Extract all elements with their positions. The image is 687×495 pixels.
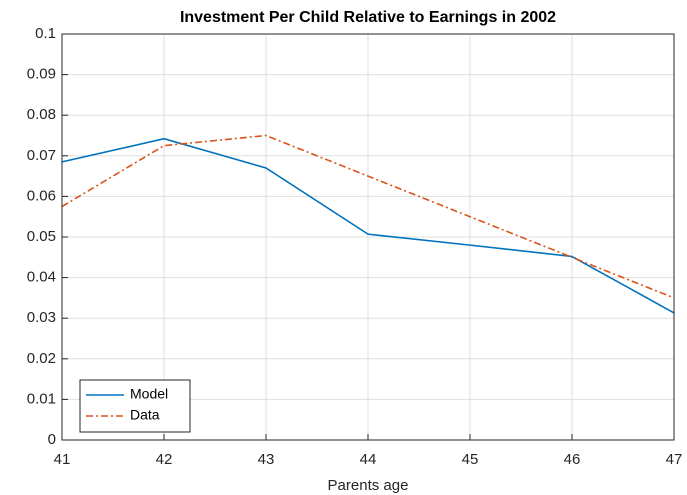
- y-tick-label: 0.08: [27, 106, 56, 123]
- legend-box: [79, 379, 191, 433]
- x-tick-label: 44: [360, 451, 377, 468]
- y-tick-label: 0.06: [27, 187, 56, 204]
- y-tick-label: 0.05: [27, 228, 56, 245]
- x-tick-label: 42: [156, 451, 173, 468]
- legend-label: Model: [130, 386, 168, 402]
- y-tick-label: 0.04: [27, 269, 56, 286]
- x-tick-label: 43: [258, 451, 275, 468]
- data-line: [61, 134, 675, 299]
- chart-title: Investment Per Child Relative to Earning…: [180, 9, 556, 26]
- x-tick-label: 46: [564, 451, 581, 468]
- y-tick-label: 0.09: [27, 66, 56, 83]
- x-tick-label: 41: [54, 451, 71, 468]
- y-tick-label: 0.1: [35, 25, 56, 42]
- y-tick-label: 0.01: [27, 390, 56, 407]
- x-tick-label: 45: [462, 451, 479, 468]
- x-tick-label: 47: [666, 451, 683, 468]
- legend-label: Data: [130, 407, 160, 423]
- x-axis-label: Parents age: [328, 477, 409, 494]
- y-tick-label: 0.02: [27, 350, 56, 367]
- y-tick-label: 0: [48, 431, 56, 448]
- y-tick-label: 0.03: [27, 309, 56, 326]
- y-tick-label: 0.07: [27, 147, 56, 164]
- axes-box: [61, 33, 675, 441]
